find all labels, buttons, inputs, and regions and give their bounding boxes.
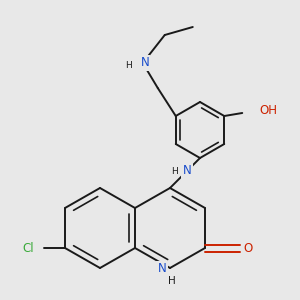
Text: H: H (172, 167, 178, 176)
Text: Cl: Cl (22, 242, 34, 254)
Text: H: H (125, 61, 132, 70)
Text: H: H (168, 276, 176, 286)
Text: N: N (183, 164, 191, 178)
Text: O: O (243, 242, 253, 254)
Text: OH: OH (259, 104, 277, 118)
Text: N: N (158, 262, 166, 275)
Text: N: N (140, 56, 149, 70)
